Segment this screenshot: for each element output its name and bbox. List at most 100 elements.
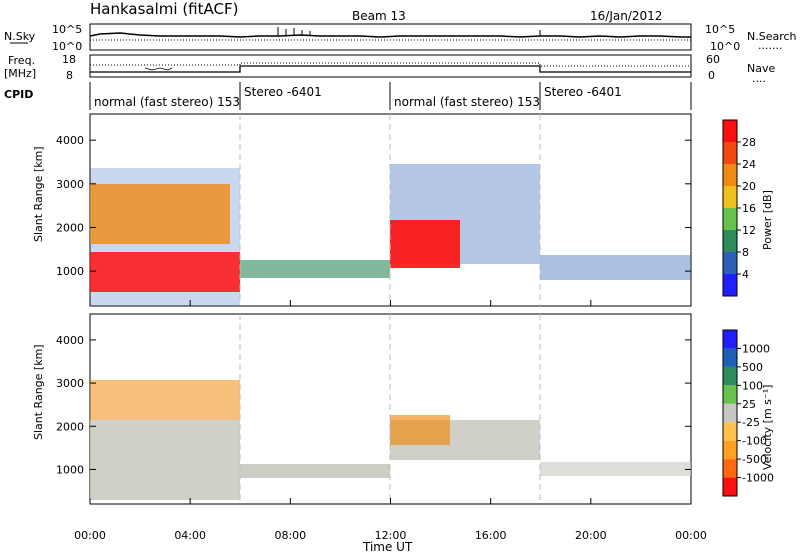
power-panel: 1000 2000 3000 4000 Slant Range [km] [32, 113, 692, 307]
x-axis-label: Time UT [362, 540, 413, 554]
power-colorbar-swatch [723, 208, 737, 230]
power-colorbar: 4 8 12 16 20 24 28 Power [dB] [722, 119, 774, 297]
velocity-region-c [240, 464, 390, 478]
velocity-field [90, 380, 691, 500]
power-region-g [540, 255, 691, 280]
power-region-b [90, 184, 230, 244]
power-ytick-label: 3000 [56, 178, 84, 191]
velocity-colorbar-swatch [723, 366, 737, 386]
nsky-trace [89, 32, 691, 38]
cpid-segment-4: Stereo -6401 [544, 85, 622, 99]
x-tick-label: 08:00 [274, 529, 306, 542]
velocity-colorbar-tick-label: -25 [742, 416, 760, 429]
velocity-colorbar-swatch [723, 348, 737, 367]
x-axis: 00:00 04:00 08:00 12:00 16:00 20:00 00:00 [74, 300, 707, 542]
power-colorbar-swatch [723, 120, 737, 142]
power-ylabel: Slant Range [km] [32, 146, 45, 242]
x-tick-label: 16:00 [475, 529, 507, 542]
power-axes: 1000 2000 3000 4000 [56, 134, 691, 278]
cpid-segment-2: Stereo -6401 [244, 85, 322, 99]
freq-tick-top: 18 [62, 53, 76, 66]
nave-dotted [90, 62, 691, 67]
velocity-colorbar-tick-label: -100 [742, 435, 767, 448]
velocity-colorbar-label: Velocity [m s⁻¹] [761, 385, 774, 470]
velocity-colorbar-tick-label: 100 [742, 379, 763, 392]
nave-legend-line: .... [752, 72, 766, 85]
freq-trace [90, 65, 691, 73]
power-colorbar-tick-label: 28 [742, 136, 756, 149]
date-label: 16/Jan/2012 [590, 9, 662, 23]
power-colorbar-tick-label: 4 [742, 268, 749, 281]
power-colorbar-swatch [723, 164, 737, 186]
velocity-colorbar-swatches [723, 330, 737, 496]
velocity-colorbar-tick-label: -500 [742, 453, 767, 466]
power-colorbar-ticks: 4 8 12 16 20 24 28 [737, 136, 756, 281]
cpid-segment-3: normal (fast stereo) 153 [394, 95, 540, 109]
nsearch-tick-bottom: 10^0 [710, 40, 740, 53]
velocity-colorbar-swatch [723, 477, 737, 496]
freq-label-1: Freq. [8, 54, 35, 67]
x-tick-label: 00:00 [74, 529, 106, 542]
power-region-d [240, 260, 390, 278]
nsearch-label: N.Search [747, 30, 797, 43]
x-tick-label: 00:00 [675, 529, 707, 542]
power-ytick-label: 1000 [56, 265, 84, 278]
power-colorbar-label: Power [dB] [761, 190, 774, 250]
power-colorbar-tick-label: 8 [742, 246, 749, 259]
power-mode-boundaries [239, 114, 541, 306]
x-tick-label: 04:00 [174, 529, 206, 542]
velocity-colorbar: -1000 -500 -100 -25 25 100 500 1000 Velocity [m… [722, 329, 774, 497]
velocity-colorbar-swatch [723, 422, 737, 441]
nsky-label: N.Sky [4, 30, 36, 43]
power-colorbar-swatch [723, 230, 737, 252]
velocity-colorbar-frame [722, 329, 738, 497]
power-colorbar-swatches [723, 120, 737, 296]
nsky-spikes [277, 27, 541, 36]
x-tick-label: 12:00 [375, 529, 407, 542]
power-colorbar-tick-label: 12 [742, 224, 756, 237]
power-ytick-label: 4000 [56, 134, 84, 147]
velocity-ytick-label: 2000 [56, 420, 84, 433]
velocity-colorbar-swatch [723, 385, 737, 404]
freq-label-2: [MHz] [4, 67, 36, 80]
velocity-ytick-label: 3000 [56, 377, 84, 390]
power-colorbar-tick-label: 20 [742, 180, 756, 193]
velocity-colorbar-tick-label: 1000 [742, 342, 770, 355]
power-colorbar-tick-label: 16 [742, 202, 756, 215]
cpid-segment-1: normal (fast stereo) 153 [94, 95, 240, 109]
velocity-colorbar-swatch [723, 440, 737, 460]
power-colorbar-swatch [723, 274, 737, 296]
velocity-region-f [540, 462, 691, 476]
nsky-tick-top: 10^5 [52, 23, 82, 36]
velocity-panel: 1000 2000 3000 4000 Slant Range [km] [32, 313, 692, 505]
velocity-colorbar-swatch [723, 403, 737, 423]
nsearch-tick-top: 10^5 [705, 23, 735, 36]
velocity-axes: 1000 2000 3000 4000 [56, 334, 691, 476]
velocity-colorbar-tick-label: 500 [742, 361, 763, 374]
velocity-colorbar-swatch [723, 459, 737, 478]
power-region-f [390, 220, 460, 268]
velocity-ytick-label: 1000 [56, 463, 84, 476]
power-colorbar-swatch [723, 186, 737, 208]
x-tick-label: 20:00 [575, 529, 607, 542]
nave-tick-top: 60 [706, 53, 720, 66]
nave-label: Nave [747, 62, 775, 75]
velocity-colorbar-swatch [723, 330, 737, 349]
velocity-colorbar-ticks: -1000 -500 -100 -25 25 100 500 1000 [737, 342, 774, 485]
velocity-region-a [90, 380, 240, 420]
velocity-colorbar-tick-label: -1000 [742, 472, 774, 485]
velocity-colorbar-tick-label: 25 [742, 398, 756, 411]
nsky-tick-bottom: 10^0 [52, 40, 82, 53]
velocity-region-e [390, 415, 450, 445]
velocity-ylabel: Slant Range [km] [32, 344, 45, 440]
beam-label: Beam 13 [352, 9, 406, 23]
power-colorbar-tick-label: 24 [742, 158, 756, 171]
power-region-c [90, 252, 240, 292]
power-colorbar-swatch [723, 142, 737, 164]
velocity-ytick-label: 4000 [56, 334, 84, 347]
nave-dip [144, 67, 173, 71]
cpid-label: CPID [4, 88, 33, 101]
power-field [90, 164, 691, 306]
freq-panel-frame [89, 54, 692, 78]
